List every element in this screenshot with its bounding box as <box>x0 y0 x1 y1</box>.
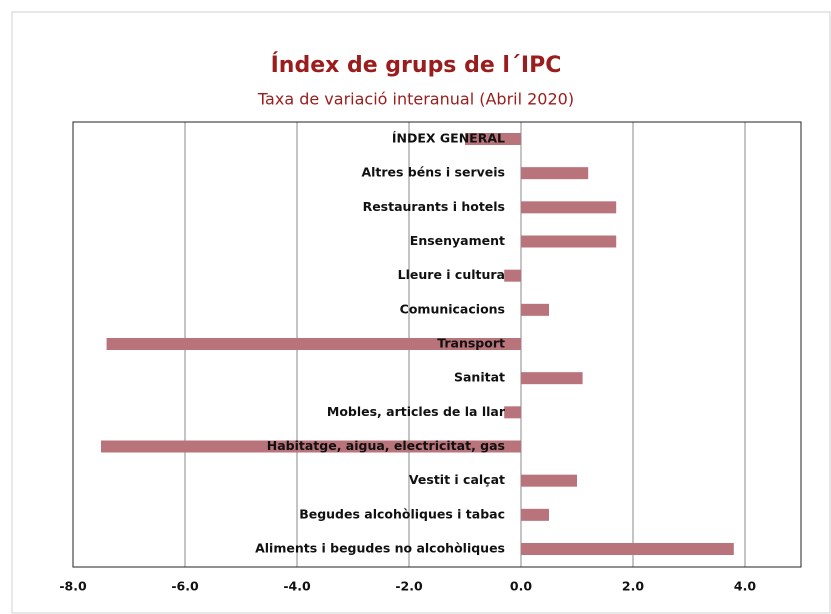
category-label: Begudes alcohòliques i tabac <box>299 506 505 521</box>
bar <box>521 303 549 316</box>
bar <box>521 167 589 180</box>
x-tick-label: 0.0 <box>510 579 532 594</box>
category-label: Transport <box>437 336 505 351</box>
bar <box>465 133 521 145</box>
category-label: Aliments i begudes no alcohòliques <box>255 541 505 556</box>
category-label: ÍNDEX GENERAL <box>392 131 505 146</box>
bar <box>521 474 577 487</box>
x-tick-label: -4.0 <box>283 579 311 594</box>
labels: -8.0 -6.0 -4.0 -2.0 0.0 2.0 4.0 ÍNDEX GENERAL Al… <box>59 131 756 594</box>
bar <box>106 338 521 350</box>
bar <box>504 406 521 419</box>
category-label: Altres béns i serveis <box>361 165 505 180</box>
chart-title: Índex de grups de l´IPC <box>271 52 562 78</box>
category-label: Mobles, articles de la llar <box>327 404 506 419</box>
bar <box>521 235 617 248</box>
category-label: Comunicacions <box>400 301 505 316</box>
x-tick-label: 2.0 <box>622 579 644 594</box>
category-label: Ensenyament <box>410 233 505 248</box>
x-tick-label: -2.0 <box>395 579 423 594</box>
bar <box>521 372 583 385</box>
category-label: Habitatge, aigua, electricitat, gas <box>267 438 505 453</box>
bar <box>521 543 734 555</box>
plot-frame <box>72 121 802 568</box>
x-tick-label: -6.0 <box>171 579 199 594</box>
category-label: Vestit i calçat <box>409 472 505 487</box>
category-label: Restaurants i hotels <box>363 199 505 214</box>
x-tick-label: -8.0 <box>59 579 87 594</box>
category-label: Sanitat <box>454 370 505 385</box>
bars <box>101 133 734 555</box>
bar <box>101 440 521 453</box>
category-label: Lleure i cultura <box>398 267 505 282</box>
bar <box>521 201 617 214</box>
bar <box>521 508 549 521</box>
chart-frame <box>11 11 831 614</box>
chart-subtitle: Taxa de variació interanual (Abril 2020) <box>257 90 574 109</box>
bar <box>504 269 521 282</box>
x-tick-label: 4.0 <box>734 579 756 594</box>
